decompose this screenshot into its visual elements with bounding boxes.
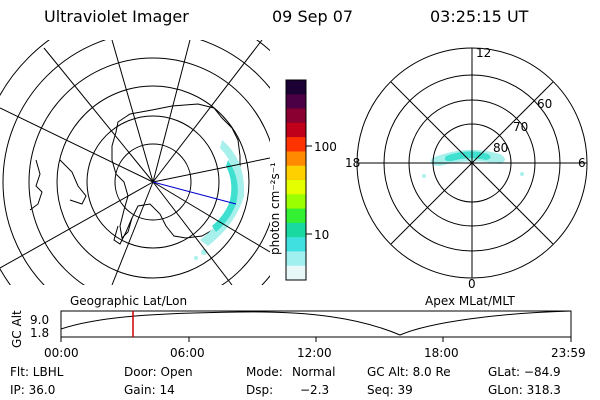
timeline-tick-1200: 12:00 <box>297 346 332 360</box>
info-glon: GLon: 318.3 <box>488 383 561 397</box>
header-date: 09 Sep 07 <box>272 7 354 26</box>
info-glat: GLat: −84.9 <box>488 365 561 379</box>
colorbar-swatch <box>286 251 306 267</box>
mlt-label-top: 12 <box>476 46 492 60</box>
colorbar-swatch <box>286 137 306 152</box>
timeline-y-bottom: 1.8 <box>30 326 50 340</box>
peninsula-coastline <box>113 217 133 245</box>
altitude-curve <box>60 310 572 336</box>
colorbar <box>285 79 312 281</box>
timeline-tick-0600: 06:00 <box>170 346 205 360</box>
antarctica-coastline <box>111 103 241 240</box>
aurora-right <box>422 149 524 178</box>
colorbar-swatch <box>286 94 306 110</box>
colorbar-tick-100: 100 <box>314 140 337 154</box>
header-time: 03:25:15 UT <box>430 7 529 26</box>
colorbar-swatch <box>286 180 306 195</box>
info-door: Door: Open <box>124 365 193 379</box>
mlt-label-left: 18 <box>345 156 361 170</box>
colorbar-swatch <box>286 194 306 210</box>
timeline-right-title: Apex MLat/MLT <box>425 294 515 308</box>
south-america-coastline <box>29 159 87 211</box>
colorbar-swatch <box>286 151 306 167</box>
timeline-axis-label: GC Alt <box>10 310 24 348</box>
info-gc-alt: GC Alt: 8.0 Re <box>367 365 451 379</box>
colorbar-swatch <box>286 122 306 138</box>
app-title: Ultraviolet Imager <box>44 7 189 26</box>
mlat-label-70: 70 <box>513 120 529 134</box>
sun-direction-line <box>152 181 237 205</box>
info-filter: Flt: LBHL <box>10 365 64 379</box>
mlat-label-80: 80 <box>493 141 509 155</box>
altitude-timeline <box>60 310 572 342</box>
info-mode-value: Normal <box>292 365 336 379</box>
timeline-left-title: Geographic Lat/Lon <box>70 294 188 308</box>
apex-polar-plot <box>356 47 588 279</box>
info-seq: Seq: 39 <box>367 383 413 397</box>
colorbar-swatches <box>286 80 306 281</box>
mlt-label-right: 6 <box>578 156 586 170</box>
info-mode-label: Mode: <box>246 365 283 379</box>
colorbar-unit-label: photon cm⁻²s⁻¹ <box>268 162 282 255</box>
colorbar-swatch <box>286 108 306 124</box>
colorbar-swatch <box>286 265 306 281</box>
colorbar-swatch <box>286 80 306 95</box>
mlat-label-60: 60 <box>537 97 553 111</box>
mlt-label-bottom: 0 <box>468 277 476 291</box>
timeline-tick-0000: 00:00 <box>44 346 79 360</box>
timeline-tick-1800: 18:00 <box>424 346 459 360</box>
colorbar-swatch <box>286 165 306 181</box>
timeline-tick-2359: 23:59 <box>551 346 586 360</box>
colorbar-swatch <box>286 208 306 224</box>
colorbar-swatch <box>286 237 306 252</box>
geographic-polar-plot <box>0 40 270 285</box>
colorbar-swatch <box>286 222 306 238</box>
info-dsp-label: Dsp: <box>246 383 274 397</box>
colorbar-tick-10: 10 <box>314 228 330 242</box>
info-gain: Gain: 14 <box>124 383 175 397</box>
colorbar-frame <box>285 79 307 281</box>
info-ip: IP: 36.0 <box>10 383 56 397</box>
info-dsp-value: −2.3 <box>300 383 330 397</box>
timeline-y-top: 9.0 <box>30 313 50 327</box>
aurora-left <box>194 140 245 260</box>
